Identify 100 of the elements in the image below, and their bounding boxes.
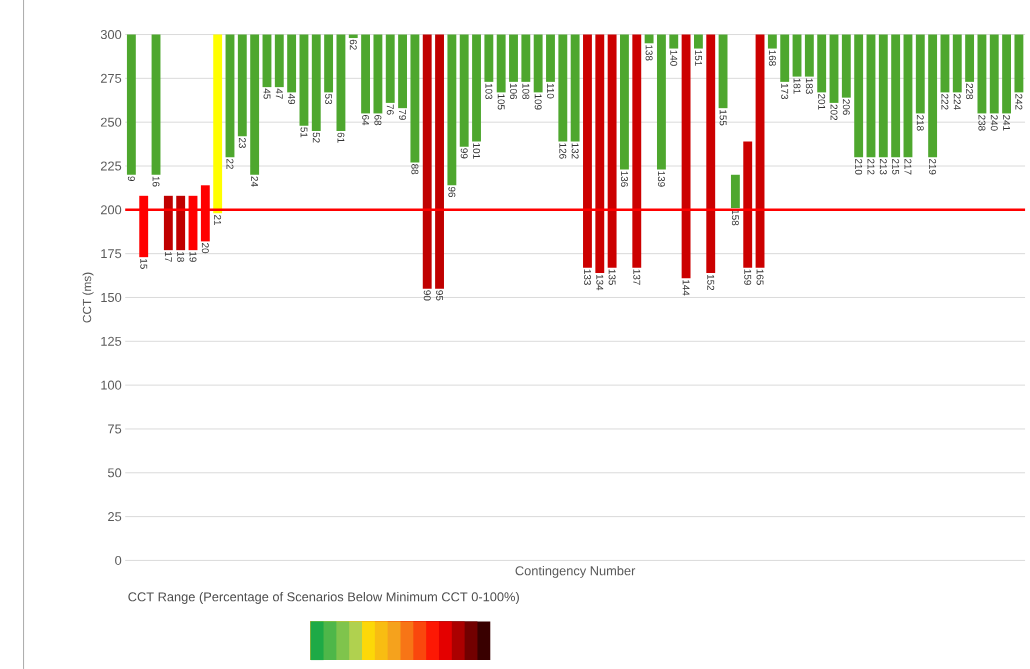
x-tick-label: 62 xyxy=(349,39,357,50)
bar xyxy=(126,34,136,175)
y-axis-title: CCT (ms) xyxy=(82,272,94,323)
x-tick-label: 228 xyxy=(966,83,974,100)
x-tick-label: 22 xyxy=(226,158,234,169)
x-tick-label: 152 xyxy=(707,274,715,291)
x-tick-label: 24 xyxy=(251,176,259,187)
bar xyxy=(287,34,297,93)
x-tick-label: 20 xyxy=(201,243,209,254)
bar xyxy=(509,34,518,82)
bar xyxy=(373,34,383,114)
x-tick-label: 136 xyxy=(620,171,628,187)
x-tick-label: 47 xyxy=(275,88,283,99)
bar xyxy=(656,34,666,170)
x-tick-label: 64 xyxy=(362,115,370,126)
bar xyxy=(607,34,617,268)
bar xyxy=(447,34,457,186)
x-tick-label: 212 xyxy=(867,158,875,175)
x-tick-label: 90 xyxy=(423,290,431,301)
x-tick-label: 151 xyxy=(694,50,702,66)
x-axis-title: Contingency Number xyxy=(515,565,636,578)
bar xyxy=(324,34,334,93)
bar xyxy=(706,34,716,273)
bar xyxy=(398,34,407,109)
x-tick-label: 217 xyxy=(904,158,912,175)
bar xyxy=(385,34,395,103)
x-tick-label: 165 xyxy=(756,269,764,285)
y-tick-label: 150 xyxy=(101,292,122,303)
bar xyxy=(693,34,703,49)
bar xyxy=(866,34,876,158)
bar xyxy=(915,34,925,114)
x-tick-label: 242 xyxy=(1015,94,1023,110)
bar xyxy=(829,34,839,103)
x-tick-label: 108 xyxy=(522,83,530,100)
x-tick-label: 219 xyxy=(929,158,937,175)
bar xyxy=(225,34,235,158)
y-tick-label: 75 xyxy=(108,424,122,434)
x-tick-label: 241 xyxy=(1003,115,1011,131)
bar xyxy=(163,195,173,251)
bar xyxy=(878,34,888,158)
bar xyxy=(595,34,605,273)
bar xyxy=(644,34,654,44)
x-tick-label: 106 xyxy=(510,83,517,100)
bar xyxy=(928,34,938,158)
bar xyxy=(817,34,827,93)
x-tick-label: 96 xyxy=(448,186,456,198)
bar xyxy=(176,195,186,251)
x-tick-label: 95 xyxy=(436,290,444,301)
bar xyxy=(792,34,802,77)
x-tick-label: 218 xyxy=(916,115,924,131)
y-tick-label: 125 xyxy=(101,336,122,346)
x-tick-label: 134 xyxy=(596,274,604,291)
x-tick-label: 21 xyxy=(214,215,222,226)
bar xyxy=(989,34,999,114)
x-tick-label: 133 xyxy=(583,269,591,285)
bar xyxy=(841,34,851,98)
x-tick-label: 105 xyxy=(497,94,505,110)
y-tick-label: 275 xyxy=(100,73,122,83)
bar xyxy=(977,34,987,114)
x-tick-label: 23 xyxy=(238,137,246,148)
bar xyxy=(730,174,740,209)
x-tick-label: 76 xyxy=(386,104,394,115)
bar xyxy=(435,34,444,289)
bar xyxy=(546,34,555,82)
bar xyxy=(780,34,790,82)
x-tick-label: 137 xyxy=(633,269,641,285)
y-tick-label: 100 xyxy=(101,380,122,390)
bar xyxy=(213,34,223,214)
x-tick-label: 99 xyxy=(460,148,468,159)
x-tick-label: 110 xyxy=(547,83,554,99)
bar xyxy=(274,34,284,88)
x-tick-label: 18 xyxy=(177,252,185,262)
bar xyxy=(583,34,592,268)
bar xyxy=(484,34,494,82)
bar xyxy=(237,34,247,137)
bar xyxy=(1002,34,1012,114)
x-tick-label: 181 xyxy=(793,78,801,94)
bar xyxy=(952,34,962,93)
y-tick-label: 250 xyxy=(100,117,122,127)
bar xyxy=(804,34,814,77)
y-tick-label: 200 xyxy=(100,205,122,215)
x-tick-label: 168 xyxy=(768,50,776,66)
x-tick-label: 139 xyxy=(657,171,665,187)
bar xyxy=(472,34,481,142)
x-tick-label: 135 xyxy=(608,269,616,285)
y-tick-label: 175 xyxy=(101,249,122,259)
x-tick-label: 159 xyxy=(744,269,752,285)
bar xyxy=(854,34,864,158)
x-tick-label: 68 xyxy=(374,115,382,126)
x-tick-label: 15 xyxy=(140,259,148,269)
bar xyxy=(311,34,321,131)
x-tick-label: 53 xyxy=(325,93,333,105)
x-tick-label: 155 xyxy=(719,110,727,126)
x-tick-label: 201 xyxy=(818,94,826,110)
x-tick-label: 224 xyxy=(953,94,961,110)
y-tick-label: 225 xyxy=(100,161,122,171)
x-tick-label: 240 xyxy=(990,115,998,131)
bar xyxy=(151,34,161,175)
x-tick-label: 19 xyxy=(189,252,197,262)
x-tick-label: 222 xyxy=(941,94,949,110)
